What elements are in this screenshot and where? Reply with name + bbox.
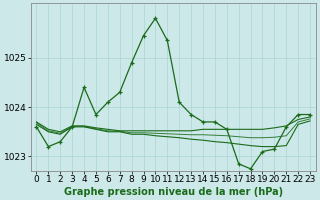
X-axis label: Graphe pression niveau de la mer (hPa): Graphe pression niveau de la mer (hPa) bbox=[64, 187, 283, 197]
